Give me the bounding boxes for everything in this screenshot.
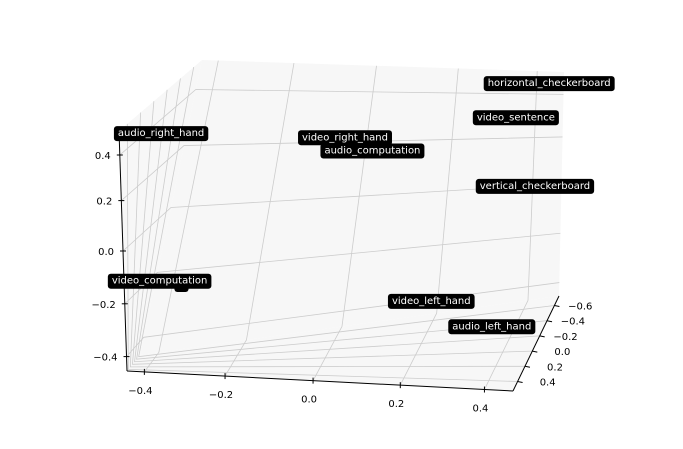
y-tick bbox=[524, 365, 531, 368]
y-tick-label: −0.6 bbox=[568, 302, 592, 313]
point-label-box bbox=[475, 178, 595, 194]
point-label-text: video_computation bbox=[112, 276, 208, 287]
grid-line-z bbox=[124, 232, 561, 305]
grid-line-y bbox=[138, 67, 555, 358]
point-label: video_right_hand bbox=[298, 130, 392, 146]
point-label-box bbox=[448, 319, 536, 335]
grid-lines bbox=[119, 60, 564, 390]
tick-labels: −0.4 −0.2 0.0 0.2 0.4 −0.6 −0.4 −0.2 0.0 0.2 0.4 0.… bbox=[91, 151, 592, 415]
y-tick-label: 0.0 bbox=[554, 347, 570, 358]
point-label: horizontal_checkerboard bbox=[483, 76, 615, 92]
point-label-text: vertical_checkerboard bbox=[480, 181, 590, 192]
point-label-text: audio_left_hand bbox=[452, 321, 531, 332]
y-tick-label: −0.4 bbox=[561, 317, 585, 328]
point-label-text: video_left_hand bbox=[392, 296, 471, 307]
grid-line-y bbox=[132, 101, 533, 365]
point-label-box bbox=[298, 130, 392, 146]
point-label: video_computation bbox=[107, 273, 212, 289]
y-tick bbox=[546, 320, 553, 323]
point-label-text: video_sentence bbox=[477, 112, 555, 123]
point-label: audio_right_hand bbox=[113, 126, 209, 142]
point-label-text: horizontal_checkerboard bbox=[488, 78, 611, 89]
z-tick-label: −0.2 bbox=[91, 300, 115, 311]
y-tick bbox=[517, 381, 523, 383]
back-pane bbox=[140, 60, 564, 355]
point-label-text: video_right_hand bbox=[302, 132, 388, 143]
point-label-box bbox=[387, 293, 475, 309]
point-label-box bbox=[483, 76, 615, 92]
grid-line-x bbox=[484, 71, 538, 390]
point-label: audio_left_hand bbox=[448, 319, 536, 335]
x-axis-line bbox=[126, 370, 514, 392]
point-label-box bbox=[472, 110, 559, 126]
y-tick bbox=[532, 350, 538, 353]
z-tick-label: 0.2 bbox=[96, 197, 112, 208]
point-labels: audio_right_hand video_right_hand audio_co… bbox=[107, 76, 615, 335]
z-tick-label: −0.4 bbox=[93, 353, 117, 364]
y-tick bbox=[539, 335, 545, 338]
x-tick-label: 0.0 bbox=[301, 395, 317, 406]
point-label-box bbox=[107, 273, 212, 289]
point-label-box bbox=[113, 126, 209, 142]
point-label: video_sentence bbox=[472, 110, 559, 126]
y-axis-line bbox=[512, 295, 560, 392]
y-tick-label: 0.4 bbox=[540, 378, 556, 389]
point-label-box bbox=[320, 143, 425, 159]
x-tick-label: 0.4 bbox=[472, 404, 488, 415]
grid-line-z bbox=[121, 136, 563, 201]
point-label: vertical_checkerboard bbox=[475, 178, 595, 194]
grid-line-x bbox=[224, 62, 295, 377]
grid-line-y bbox=[126, 123, 518, 382]
grid-line-z bbox=[122, 183, 562, 252]
point-label-text: audio_computation bbox=[324, 146, 420, 157]
point-label: audio_computation bbox=[320, 143, 425, 159]
x-tick-label: −0.2 bbox=[209, 390, 233, 401]
z-tick-label: 0.0 bbox=[98, 247, 114, 258]
grid-line-y bbox=[136, 78, 548, 360]
y-tick-label: 0.2 bbox=[547, 362, 563, 373]
grid-line-x bbox=[144, 60, 219, 373]
grid-line-y bbox=[129, 112, 525, 368]
x-tick-label: 0.2 bbox=[388, 399, 404, 410]
grid-line-y bbox=[134, 89, 540, 363]
point-label-text: audio_right_hand bbox=[118, 128, 204, 139]
x-tick-label: −0.4 bbox=[128, 386, 152, 397]
point-label: video_left_hand bbox=[387, 293, 475, 309]
grid-line-x bbox=[399, 68, 459, 386]
z-tick-label: 0.4 bbox=[95, 151, 111, 162]
y-tick bbox=[554, 305, 560, 307]
y-tick-label: −0.2 bbox=[553, 332, 577, 343]
